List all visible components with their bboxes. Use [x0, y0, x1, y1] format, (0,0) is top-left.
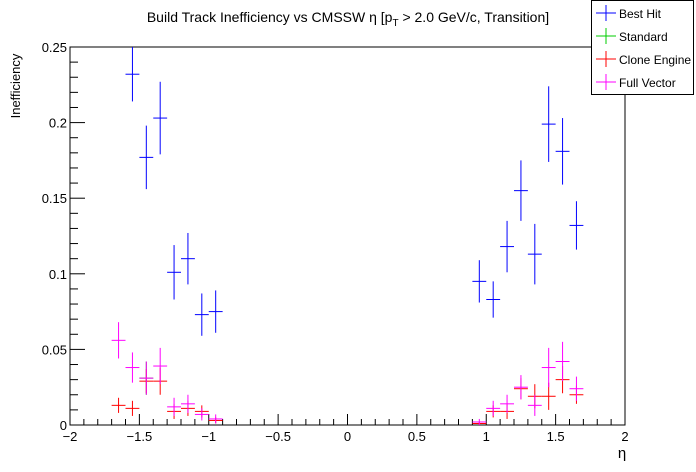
data-point-full-vector [555, 341, 570, 382]
x-tick-label: −1 [201, 429, 216, 444]
data-point-full-vector [153, 347, 168, 385]
data-point-full-vector [167, 397, 181, 416]
data-point-clone-engine [111, 397, 126, 413]
x-tick-label: −2 [63, 429, 78, 444]
legend-label-standard: Standard [619, 30, 668, 44]
legend-item-best-hit: Best Hit [592, 3, 693, 23]
legend-label-full-vector: Full Vector [619, 76, 676, 90]
data-point-best-hit [139, 125, 154, 190]
x-tick-label: 0 [344, 429, 351, 444]
x-tick-label: 2 [621, 429, 628, 444]
data-point-best-hit [125, 47, 140, 102]
data-point-full-vector [514, 375, 528, 400]
y-tick-label: 0.05 [42, 342, 67, 357]
data-point-full-vector [500, 394, 514, 413]
data-point-best-hit [194, 293, 209, 336]
x-tick-label: −0.5 [265, 429, 291, 444]
x-tick-label: −1.5 [127, 429, 153, 444]
y-tick-label: 0.1 [49, 267, 67, 282]
data-point-best-hit [208, 290, 223, 333]
legend-item-standard: Standard [592, 26, 693, 46]
data-point-best-hit [167, 245, 181, 300]
data-point-best-hit [527, 223, 542, 285]
data-point-clone-engine [125, 400, 140, 416]
y-axis: 0 0.05 0.1 0.15 0.2 0.25 [42, 40, 85, 433]
legend-label-best-hit: Best Hit [619, 7, 662, 21]
legend-marker-best-hit [596, 5, 616, 21]
data-point-best-hit [153, 81, 168, 155]
x-tick-label: 1.5 [547, 429, 565, 444]
legend-marker-clone-engine [596, 51, 616, 67]
legend-item-clone-engine: Clone Engine [592, 49, 693, 69]
plot-frame [69, 46, 626, 426]
data-point-best-hit [181, 232, 195, 285]
legend-item-full-vector: Full Vector [592, 72, 693, 92]
data-point-full-vector [569, 376, 584, 401]
data-point-best-hit [541, 86, 556, 162]
data-point-full-vector [194, 408, 209, 421]
data-point-full-vector [139, 361, 154, 395]
y-tick-label: 0.25 [42, 40, 67, 55]
chart-title-main: Build Track Inefficiency vs CMSSW η [p [147, 9, 393, 25]
legend-marker-full-vector [596, 74, 616, 90]
x-axis-label: η [618, 445, 626, 462]
chart-title-subscript: T [392, 18, 398, 29]
x-axis: −2 −1.5 −1 −0.5 0 0.5 1 1.5 2 [63, 414, 629, 444]
legend: Best Hit Standard Clone Engine Full Vect… [591, 0, 694, 95]
data-point-best-hit [472, 260, 487, 303]
data-point-full-vector [486, 400, 501, 416]
data-point-best-hit [569, 201, 584, 250]
chart-title: Build Track Inefficiency vs CMSSW η [pT … [147, 9, 549, 29]
y-tick-label: 0.15 [42, 191, 67, 206]
data-point-full-vector [181, 394, 195, 413]
data-point-best-hit [555, 118, 570, 185]
data-point-best-hit [514, 160, 528, 221]
chart-title-rest: > 2.0 GeV/c, Transition] [399, 9, 550, 25]
y-tick-label: 0.2 [49, 116, 67, 131]
legend-label-clone-engine: Clone Engine [619, 53, 692, 67]
y-axis-label: Inefficiency [8, 53, 23, 118]
data-point-full-vector [125, 352, 140, 383]
data-points [111, 47, 584, 425]
data-point-full-vector [527, 394, 542, 416]
legend-marker-standard [596, 28, 616, 44]
data-point-best-hit [486, 281, 501, 318]
y-tick-label: 0 [60, 418, 67, 433]
x-tick-label: 1 [483, 429, 490, 444]
data-point-full-vector [472, 418, 487, 425]
data-point-best-hit [500, 220, 514, 273]
data-point-full-vector [541, 347, 556, 388]
x-tick-label: 0.5 [408, 429, 426, 444]
data-point-full-vector [111, 322, 126, 359]
data-point-full-vector [208, 414, 223, 424]
